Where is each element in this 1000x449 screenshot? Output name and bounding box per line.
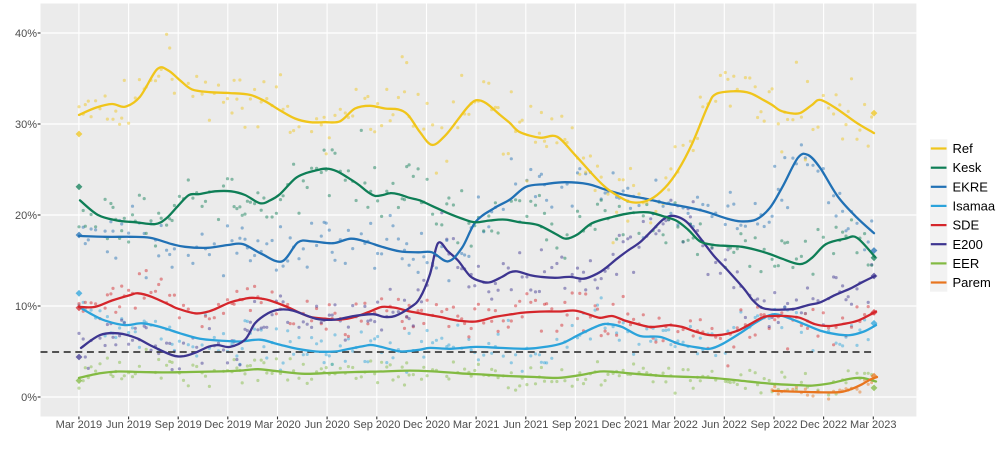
svg-text:Isamaa: Isamaa [953,199,996,214]
svg-text:30%: 30% [15,119,37,131]
svg-text:Mar 2021: Mar 2021 [453,419,499,431]
svg-text:Ref: Ref [953,141,974,156]
svg-text:Jun 2019: Jun 2019 [106,419,151,431]
svg-text:Jun 2021: Jun 2021 [503,419,548,431]
svg-text:Sep 2020: Sep 2020 [353,419,400,431]
svg-text:EER: EER [953,256,980,271]
svg-text:Mar 2023: Mar 2023 [850,419,896,431]
svg-text:Sep 2022: Sep 2022 [750,419,797,431]
svg-text:Jun 2022: Jun 2022 [702,419,747,431]
svg-text:Dec 2019: Dec 2019 [204,419,251,431]
svg-text:E200: E200 [953,237,983,252]
svg-text:Jun 2020: Jun 2020 [304,419,349,431]
svg-text:Dec 2022: Dec 2022 [800,419,847,431]
svg-text:Sep 2019: Sep 2019 [155,419,202,431]
svg-text:Dec 2020: Dec 2020 [403,419,450,431]
svg-text:SDE: SDE [953,218,980,233]
svg-text:Kesk: Kesk [953,160,982,175]
svg-text:Mar 2019: Mar 2019 [56,419,102,431]
svg-text:20%: 20% [15,210,37,222]
svg-text:Sep 2021: Sep 2021 [552,419,599,431]
svg-text:0%: 0% [21,392,37,404]
svg-text:Mar 2020: Mar 2020 [254,419,300,431]
svg-text:Mar 2022: Mar 2022 [651,419,697,431]
svg-text:EKRE: EKRE [953,179,989,194]
svg-text:10%: 10% [15,301,37,313]
svg-text:Dec 2021: Dec 2021 [601,419,648,431]
svg-text:Parem: Parem [953,275,991,290]
svg-text:40%: 40% [15,28,37,40]
